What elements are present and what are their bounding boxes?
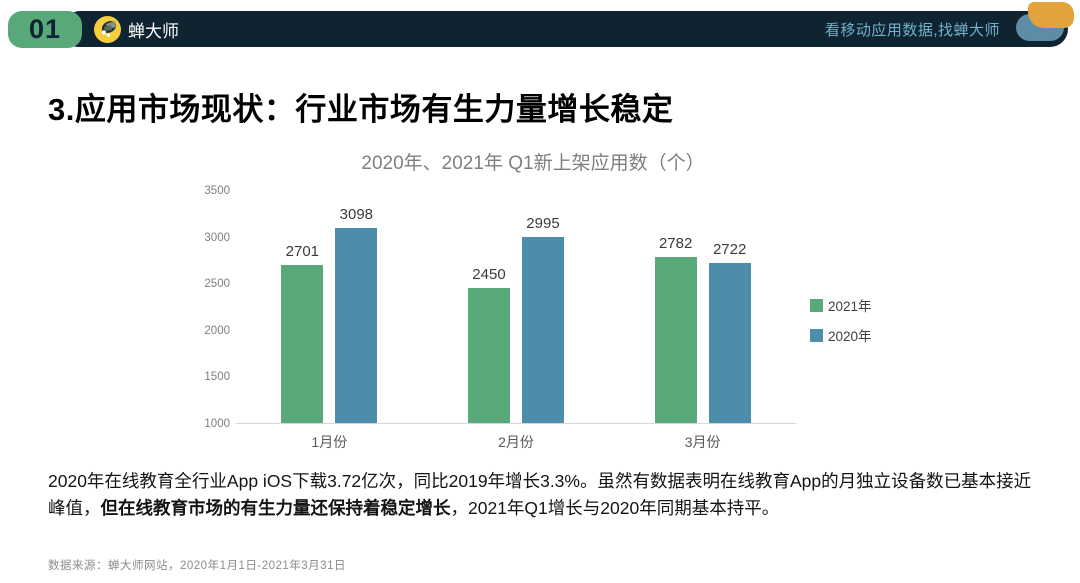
bar <box>521 237 564 423</box>
body-text: 2020年在线教育全行业App iOS下载3.72亿次，同比2019年增长3.3… <box>48 468 1040 522</box>
y-tick-label: 3500 <box>204 185 230 197</box>
plot-area: 2701 3098 2450 2995 2782 2722 <box>236 191 796 424</box>
body-text-segment: 2020年在线教育全行业App iOS下载3.72亿次，同比2019年增长3.3… <box>48 471 1032 518</box>
x-category-label: 1月份 <box>311 434 348 450</box>
data-source-note: 数据来源：蝉大师网站，2020年1月1日-2021年3月31日 <box>48 560 346 572</box>
legend-swatch <box>810 298 823 312</box>
bar-value-label: 2450 <box>472 265 506 283</box>
body-text-bold-segment: 但在线教育市场的有生力量还保持着稳定增长 <box>100 498 451 518</box>
x-category-label: 3月份 <box>684 434 721 450</box>
x-category-label: 2月份 <box>498 434 534 450</box>
y-tick-label: 3000 <box>204 231 230 244</box>
legend-item: 2020年 <box>810 325 872 345</box>
bar-group: 2701 3098 <box>281 205 378 423</box>
header-tagline: 看移动应用数据,找蝉大师 <box>824 21 1000 39</box>
header-navbar: 蝉大师 看移动应用数据,找蝉大师 <box>64 11 1068 47</box>
bar-value-label: 3098 <box>339 205 374 223</box>
legend-swatch <box>810 328 823 342</box>
bar-column: 2722 <box>708 240 751 423</box>
legend-label: 2020年 <box>828 329 872 344</box>
body-text-segment: ，2021年Q1增长与2020年同期基本持平。 <box>450 498 780 518</box>
bar-value-label: 2722 <box>712 240 747 258</box>
legend-label: 2021年 <box>828 299 872 314</box>
chart-plot-row: 3500 3000 2500 2000 1500 1000 2701 3098 2450 299… <box>200 185 920 452</box>
bar-group: 2782 2722 <box>654 234 751 423</box>
bar-column: 2995 <box>521 215 564 423</box>
bar <box>335 227 378 423</box>
legend-item: 2021年 <box>810 295 872 315</box>
bar-value-label: 2995 <box>526 215 560 233</box>
section-number-badge: 01 <box>8 11 82 48</box>
plot-column: 2701 3098 2450 2995 2782 2722 1月份 2月份 3月份 <box>236 191 796 452</box>
bar <box>708 262 751 423</box>
y-tick-label: 2000 <box>204 324 230 337</box>
bar-column: 2701 <box>281 242 324 423</box>
bar-group: 2450 2995 <box>467 215 564 423</box>
brand-name: 蝉大师 <box>128 21 179 41</box>
chart-title: 2020年、2021年 Q1新上架应用数（个） <box>361 153 705 174</box>
x-axis: 1月份 2月份 3月份 <box>236 432 796 452</box>
y-tick-label: 1500 <box>204 371 230 384</box>
y-tick-label: 1000 <box>204 418 230 430</box>
y-tick-label: 2500 <box>204 278 230 291</box>
bar-value-label: 2782 <box>658 234 693 252</box>
page-title: 3.应用市场现状：行业市场有生力量增长稳定 <box>48 92 674 127</box>
bar <box>654 256 697 423</box>
bar-column: 2450 <box>467 265 510 423</box>
bar <box>467 287 510 423</box>
bar-column: 3098 <box>335 205 378 423</box>
bar <box>281 264 324 423</box>
brand-logo-icon <box>94 15 121 43</box>
corner-decoration-yellow-shape <box>1028 2 1074 28</box>
bar-value-label: 2701 <box>285 242 320 260</box>
bar-chart: 2020年、2021年 Q1新上架应用数（个） 3500 3000 2500 2000… <box>200 148 920 452</box>
bar-column: 2782 <box>654 234 697 423</box>
y-axis: 3500 3000 2500 2000 1500 1000 <box>200 185 236 430</box>
chart-legend: 2021年 2020年 <box>810 295 872 345</box>
cicada-icon <box>101 20 117 37</box>
